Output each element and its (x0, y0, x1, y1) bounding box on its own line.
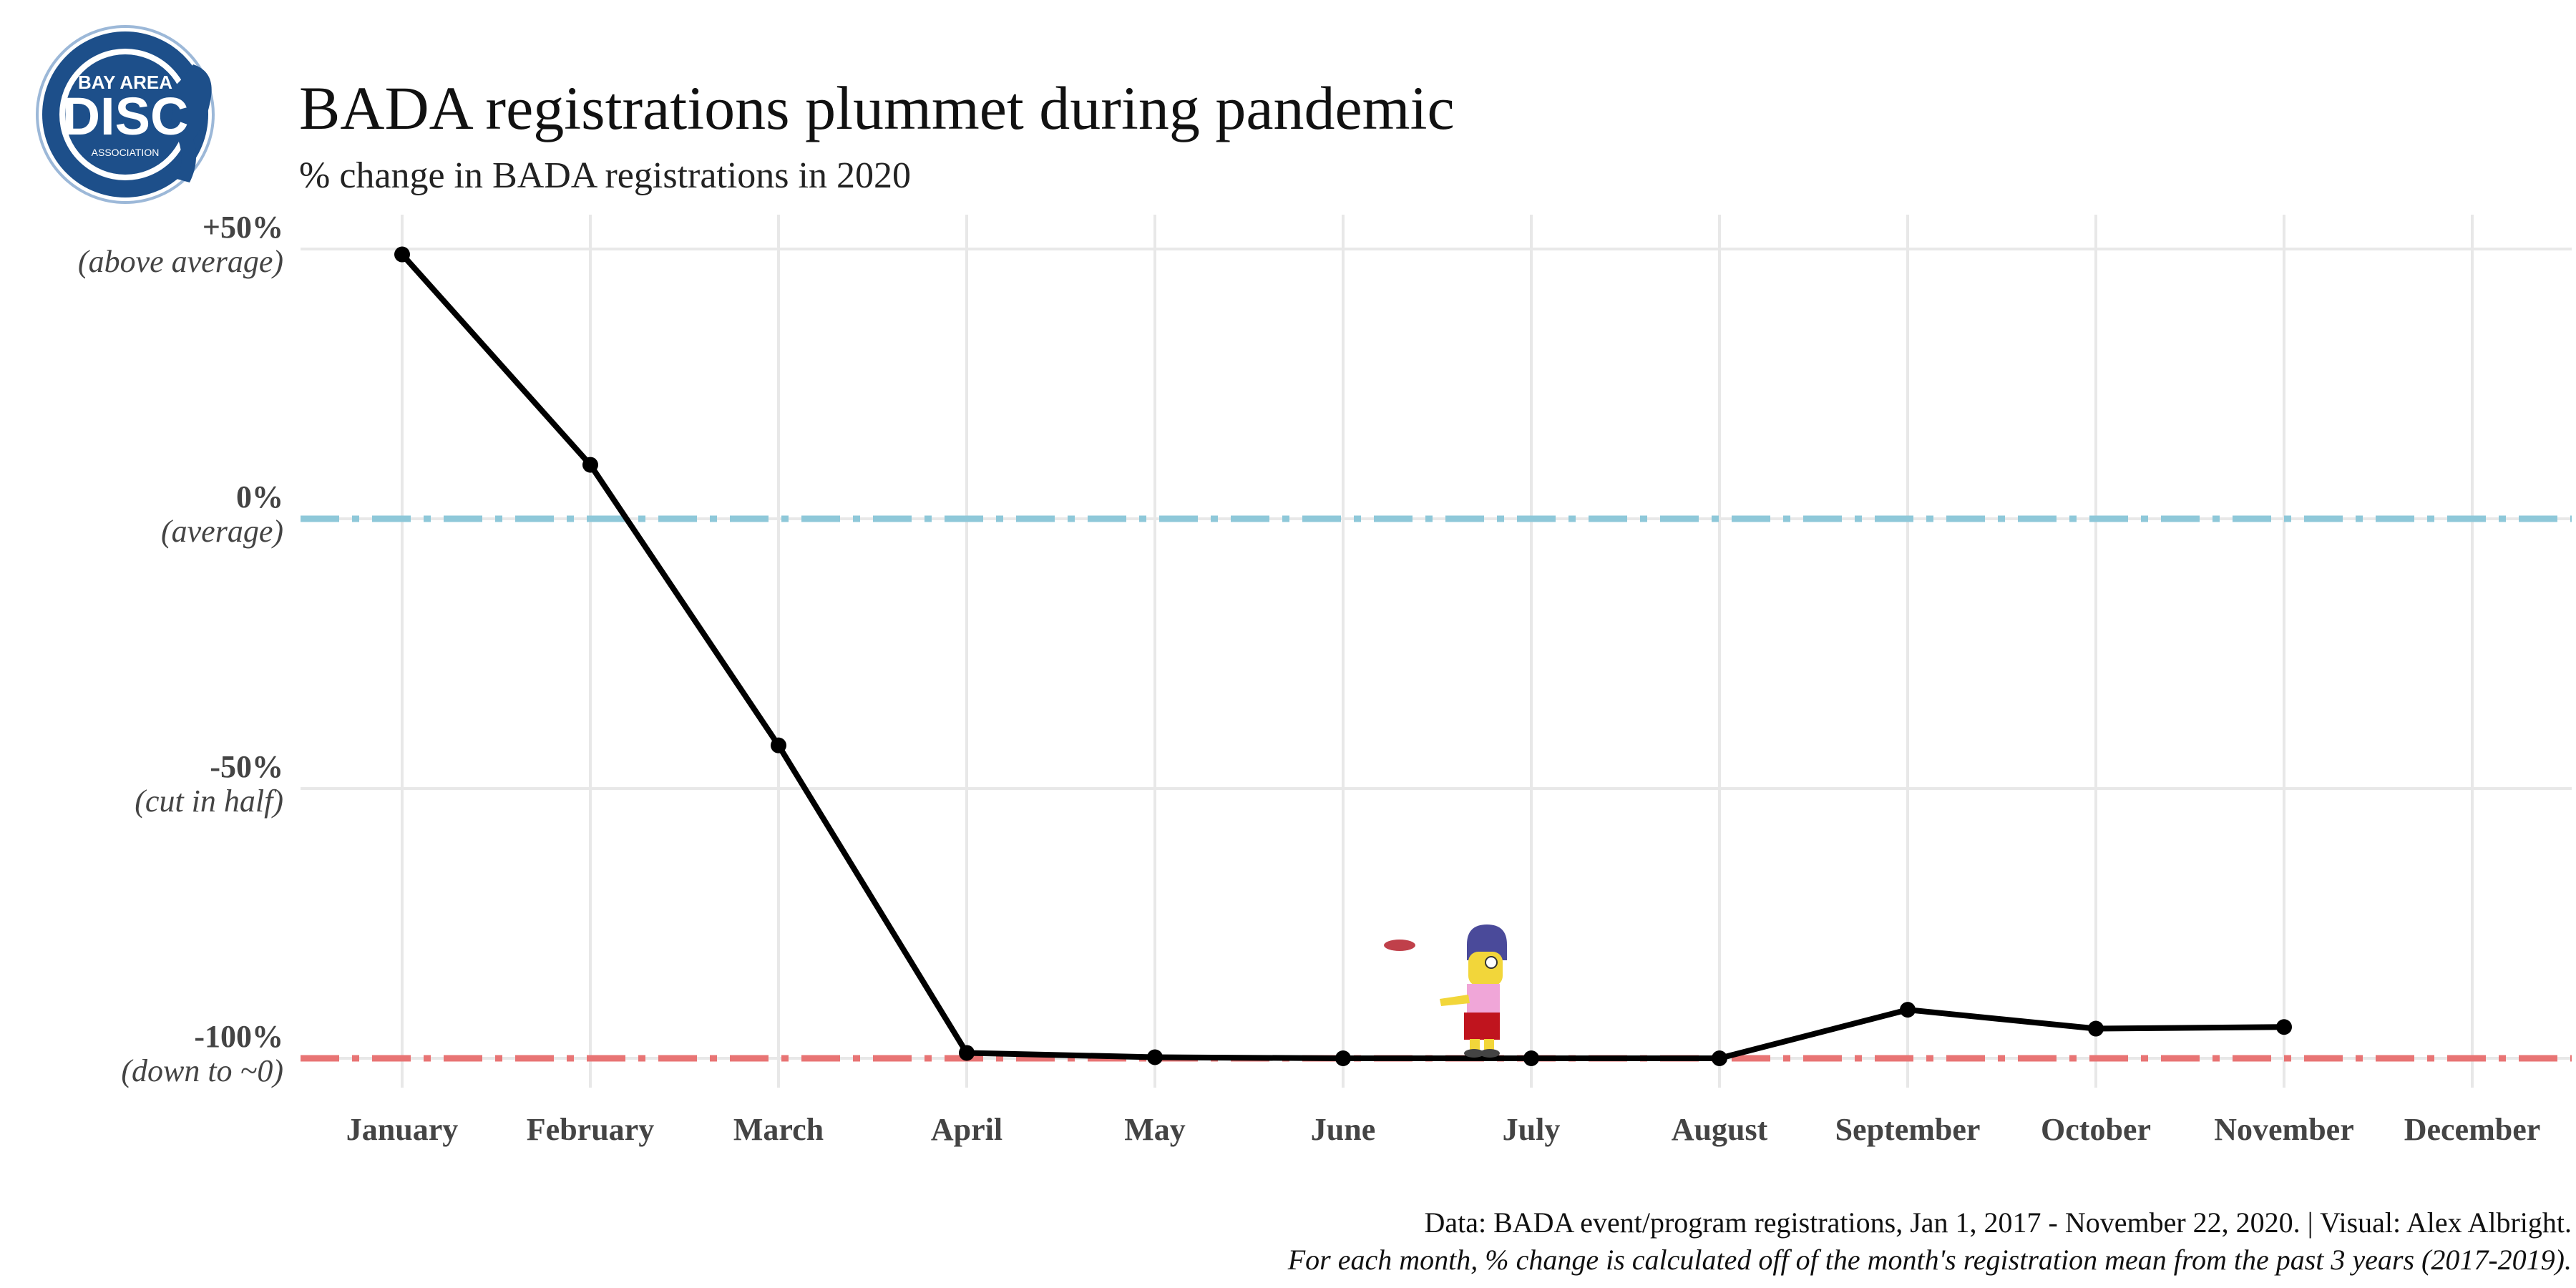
logo-line2: DISC (62, 87, 189, 146)
data-point-november (2276, 1019, 2292, 1035)
caption-line1: Data: BADA event/program registrations, … (1424, 1206, 2572, 1239)
data-point-july (1523, 1050, 1539, 1066)
y-tick-label-3: -100% (194, 1019, 283, 1054)
data-point-april (959, 1045, 975, 1061)
data-point-march (771, 737, 786, 753)
data-point-june (1335, 1050, 1351, 1066)
x-tick-label-5: June (1311, 1112, 1375, 1147)
logo-line1: BAY AREA (78, 72, 172, 93)
x-tick-label-9: October (2041, 1112, 2151, 1147)
x-tick-label-6: July (1503, 1112, 1561, 1147)
caption-line2: For each month, % change is calculated o… (1287, 1244, 2572, 1276)
x-tick-label-2: March (733, 1112, 824, 1147)
x-axis: January February March April May June July Augu… (346, 1112, 2541, 1147)
x-tick-label-10: November (2214, 1112, 2354, 1147)
y-tick-sublabel-0: (above average) (78, 244, 283, 279)
y-tick-sublabel-1: (average) (161, 514, 283, 549)
x-tick-label-4: May (1124, 1112, 1186, 1147)
x-tick-label-0: January (346, 1112, 458, 1147)
chart-title: BADA registrations plummet during pandem… (299, 74, 1455, 142)
data-point-october (2088, 1020, 2104, 1037)
y-tick-sublabel-3: (down to ~0) (121, 1053, 283, 1088)
character-throwing-disc-icon (1384, 924, 1507, 1058)
y-axis: +50%(above average) 0%(average) -50%(cut i… (78, 210, 283, 1088)
data-point-september (1900, 1002, 1916, 1018)
x-tick-label-3: April (931, 1112, 1002, 1147)
data-point-january (394, 246, 410, 263)
x-tick-label-1: February (527, 1112, 654, 1147)
x-tick-label-11: December (2404, 1112, 2541, 1147)
series (394, 246, 2292, 1066)
y-tick-label-1: 0% (236, 479, 283, 514)
data-point-august (1712, 1050, 1727, 1066)
bada-logo: BAY AREA DISC ASSOCIATION (36, 25, 215, 204)
disc-thrower-silhouette-icon (165, 64, 212, 182)
y-tick-label-0: +50% (203, 210, 283, 245)
y-tick-label-2: -50% (210, 749, 283, 784)
data-point-february (582, 457, 598, 473)
y-tick-sublabel-2: (cut in half) (135, 784, 283, 819)
reference-lines (301, 515, 2572, 1062)
x-tick-label-8: September (1835, 1112, 1981, 1147)
x-tick-label-7: August (1672, 1112, 1768, 1147)
data-point-may (1147, 1049, 1163, 1065)
logo-line3: ASSOCIATION (92, 147, 160, 158)
grid (301, 215, 2572, 1088)
chart-subtitle: % change in BADA registrations in 2020 (299, 155, 911, 196)
